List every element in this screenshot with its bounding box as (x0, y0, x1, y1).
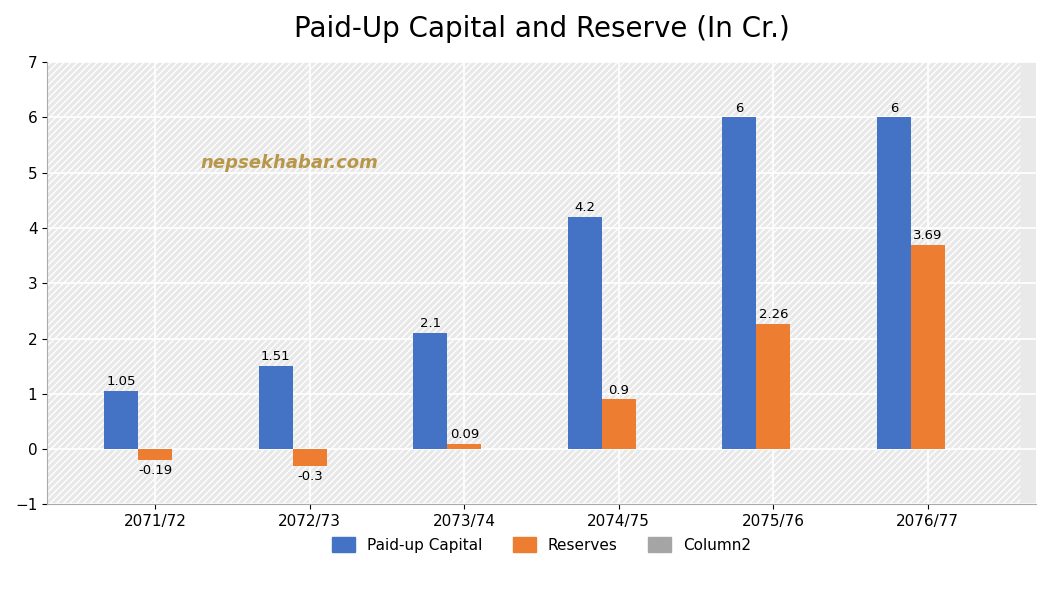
Text: 0.09: 0.09 (450, 429, 479, 442)
Legend: Paid-up Capital, Reserves, Column2: Paid-up Capital, Reserves, Column2 (326, 531, 758, 559)
Text: 4.2: 4.2 (574, 201, 595, 214)
Bar (602, 399, 636, 449)
Bar (259, 366, 293, 449)
Text: 6: 6 (735, 101, 743, 114)
Text: 0.9: 0.9 (609, 384, 630, 397)
Bar (911, 245, 945, 449)
Bar (413, 333, 448, 449)
Text: -0.3: -0.3 (296, 470, 323, 483)
FancyBboxPatch shape (1, 46, 1021, 521)
Bar (877, 117, 911, 449)
Bar (757, 324, 790, 449)
Text: 1.51: 1.51 (261, 350, 290, 363)
Bar (104, 391, 139, 449)
Text: 2.1: 2.1 (419, 317, 440, 330)
Text: 1.05: 1.05 (106, 375, 136, 388)
Text: 2.26: 2.26 (759, 308, 788, 322)
Bar (448, 444, 481, 449)
Text: 3.69: 3.69 (913, 229, 943, 242)
Bar (293, 449, 327, 466)
Bar (568, 217, 602, 449)
Bar (722, 117, 757, 449)
Title: Paid-Up Capital and Reserve (In Cr.): Paid-Up Capital and Reserve (In Cr.) (293, 15, 789, 43)
Text: nepsekhabar.com: nepsekhabar.com (201, 154, 378, 172)
Text: -0.19: -0.19 (138, 464, 172, 477)
Bar (139, 449, 172, 459)
Text: 6: 6 (889, 101, 898, 114)
